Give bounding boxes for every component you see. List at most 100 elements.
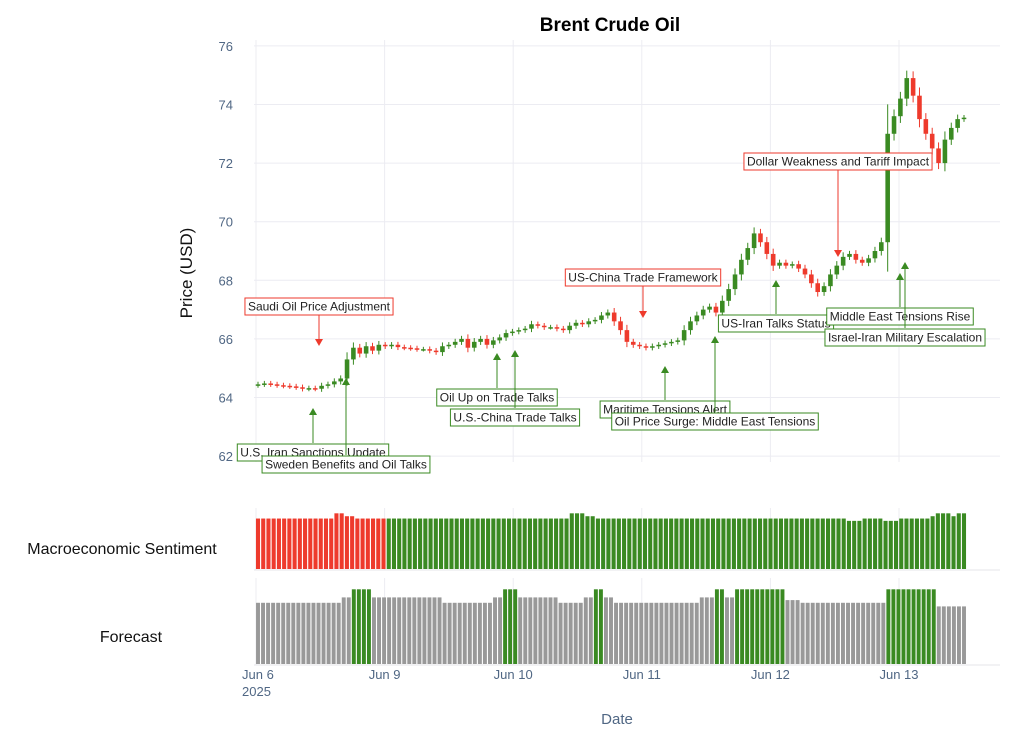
forecast-bar [684,602,689,664]
candle-body [720,300,725,313]
candle-body [452,341,458,345]
candle-body [611,312,617,322]
sentiment-bar [480,518,485,569]
sentiment-bar [731,518,736,569]
annotation-arrowhead [834,250,842,257]
sentiment-bar [799,518,804,569]
forecast-bar [498,597,503,664]
sentiment-bar [564,518,569,569]
sentiment-bar [846,520,851,569]
forecast-bar [558,602,563,664]
forecast-bar [316,602,321,664]
sentiment-bar [831,518,836,569]
sentiment-bar [365,518,370,569]
forecast-bar [846,602,850,664]
candle-body [618,321,623,331]
candle-body [363,346,369,354]
sentiment-bar [784,518,789,569]
forecast-bar [578,602,583,664]
chart-title: Brent Crude Oil [540,15,680,36]
sentiment-bar [961,513,967,569]
candle-body [669,341,674,344]
forecast-bar [730,597,734,664]
candle-body [503,333,509,338]
candle-body [739,259,744,275]
x-axis-label: Date [601,711,633,728]
forecast-bar [533,597,538,664]
sentiment-bar [574,513,580,569]
forecast-bar [760,589,765,664]
sentiment-bar [841,518,846,569]
forecast-bar [538,597,543,664]
sentiment-bar [548,518,553,569]
event-annotation: Middle East Tensions Rise [826,273,974,326]
event-annotation: Sweden Benefits and Oil Talks [261,378,431,474]
candle-body [427,349,433,351]
forecast-bar [911,589,916,664]
annotation-arrowhead [309,408,317,415]
forecast-bar [513,589,518,664]
forecast-bar [286,602,291,664]
forecast-bar [356,589,361,664]
candle-body [344,359,350,379]
forecast-bar [271,602,276,664]
annotation-text: Israel-Iran Military Escalation [828,331,982,345]
sentiment-bar [496,518,501,569]
candle-body [421,349,426,351]
candle-body [961,117,967,120]
sentiment-bar [595,518,600,569]
candle-body [592,319,598,322]
candle-body [936,148,941,164]
sentiment-bar [606,518,611,569]
annotation-box [449,408,581,427]
sentiment-bar [329,518,334,569]
forecast-bar [276,602,281,664]
sentiment-bar [381,518,386,569]
sentiment-bar [825,518,831,569]
candle-body [351,347,356,360]
candle-body [948,127,954,140]
sentiment-bar [308,518,313,569]
forecast-bar [941,606,946,664]
forecast-bar [609,597,613,664]
x-tick-label: Jun 9 [369,667,401,682]
sentiment-bar [878,518,883,569]
forecast-bar [901,589,906,664]
sentiment-bar [255,518,261,569]
forecast-bar [301,602,306,664]
sentiment-bar [920,518,925,569]
candle-body [497,337,502,341]
sentiment-bar [580,513,585,569]
sentiment-label: Macroeconomic Sentiment [27,541,217,558]
forecast-bar [820,602,825,664]
sentiment-bar [663,518,668,569]
candle-body [548,327,553,329]
sentiment-bar [506,518,512,569]
event-annotation: US-Iran Talks Status [717,280,835,333]
candle-body [630,341,636,345]
sentiment-bar [282,518,287,569]
forecast-bar [835,602,840,664]
candle-body [713,306,719,313]
x-tick-label: Jun 11 [623,667,661,682]
sentiment-bar [904,518,909,569]
sentiment-bar [601,518,606,569]
candle-body [942,139,948,164]
x-tick-label: Jun 12 [751,667,790,682]
sentiment-bar [873,518,878,569]
forecast-bar [427,597,432,664]
forecast-bar [583,597,588,664]
event-annotation: Oil Price Surge: Middle East Tensions [611,336,819,431]
candle-body [904,78,910,99]
sentiment-bar [470,518,475,569]
candle-body [389,344,394,347]
annotation-arrowhead [711,336,719,343]
candle-body [541,325,547,328]
candle-body [440,346,445,353]
sentiment-bar [852,520,857,569]
annotation-arrowhead [896,273,904,280]
event-annotation: Israel-Iran Military Escalation [824,262,986,347]
candle-body [637,344,642,347]
sentiment-bar [512,518,517,569]
annotation-text: Saudi Oil Price Adjustment [248,300,391,314]
